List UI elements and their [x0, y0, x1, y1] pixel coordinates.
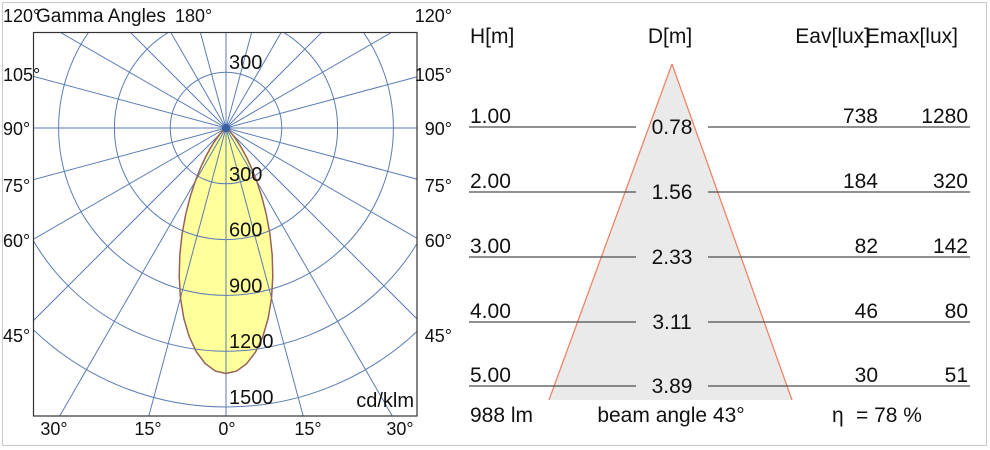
luminous-flux-value: 988 lm [470, 404, 533, 427]
radial-tick-label: 1200 [229, 331, 274, 353]
cone-table-row: 3.00 2.33 82 142 [469, 235, 970, 269]
emax-value: 51 [945, 364, 968, 387]
gamma-label-bottom: 15° [294, 419, 321, 439]
beam-diameter-value: 3.11 [652, 311, 691, 334]
beam-diameter-value: 1.56 [652, 181, 693, 204]
polar-title: Gamma Angles [36, 6, 166, 27]
mounting-height-value: 2.00 [470, 170, 511, 193]
polar-diagram: Gamma Angles 180° 120° 120° 105° 105° 90° 90°… [3, 6, 452, 439]
beam-angle-value: beam angle 43° [597, 404, 744, 427]
gamma-label-left: 75° [3, 176, 30, 196]
radial-tick-label: 1500 [229, 387, 274, 409]
emax-value: 142 [933, 235, 968, 258]
polar-ray [225, 127, 417, 239]
gamma-label-right: 105° [415, 65, 452, 85]
gamma-label-right: 45° [425, 326, 452, 346]
column-header-eav: Eav[lux] [795, 25, 870, 48]
emax-value: 1280 [921, 105, 968, 128]
beam-cone-right-edge [671, 63, 793, 401]
polar-ray [225, 127, 417, 320]
cone-diagram: H[m] D[m] Eav[lux] Emax[lux] 1.00 0.78 738… [469, 25, 970, 427]
radial-tick-label: 600 [229, 220, 262, 242]
polar-ray [33, 75, 227, 129]
cone-table-row: 2.00 1.56 184 320 [469, 170, 970, 204]
polar-ray [33, 127, 227, 240]
beam-cone-shape [549, 64, 792, 400]
gamma-label-left: 45° [3, 326, 30, 346]
eav-value: 184 [843, 170, 878, 193]
polar-center-dot [222, 124, 230, 132]
gamma-label-bottom: 15° [134, 419, 161, 439]
column-header-d: D[m] [648, 25, 692, 48]
polar-ray [170, 32, 227, 129]
cone-table-rows: 1.00 0.78 738 1280 2.00 1.56 184 320 3.00 2.33 82 1… [469, 105, 970, 398]
radial-tick-label-upper: 300 [229, 52, 262, 74]
cone-table-row: 5.00 3.89 30 51 [469, 364, 970, 398]
eav-value: 82 [855, 235, 878, 258]
column-header-emax: Emax[lux] [866, 25, 958, 48]
polar-ray [59, 127, 227, 416]
efficiency-value: = 78 % [856, 404, 922, 427]
radial-tick-labels: 300 600 900 1200 1500 300 [229, 52, 274, 409]
mounting-height-value: 3.00 [470, 235, 511, 258]
eav-value: 46 [855, 300, 878, 323]
polar-ray [199, 32, 227, 129]
mounting-height-value: 1.00 [470, 105, 511, 128]
eav-value: 738 [843, 105, 878, 128]
polar-ray [225, 127, 417, 180]
polar-ray [129, 32, 227, 129]
polar-ray [225, 32, 253, 129]
unit-label: cd/klm [356, 390, 414, 412]
beam-diameter-value: 2.33 [652, 246, 693, 269]
intensity-curve [178, 127, 274, 375]
mounting-height-value: 5.00 [470, 364, 511, 387]
polar-ray [59, 32, 227, 129]
gamma-label-left: 90° [3, 119, 30, 139]
gamma-angle-labels: 120° 120° 105° 105° 90° 90° 75° 75° 60° 60° 45° 45° [3, 6, 452, 346]
emax-value: 80 [945, 300, 968, 323]
polar-ray [225, 32, 323, 129]
gamma-label-right: 60° [425, 231, 452, 251]
polar-ray [225, 32, 282, 129]
cone-table-row: 4.00 3.11 46 80 [469, 300, 970, 334]
eav-value: 30 [855, 364, 878, 387]
gamma-angle-bottom-labels: 30° 15° 0° 15° 30° [40, 419, 413, 439]
polar-ray [33, 127, 227, 322]
efficiency-symbol: η [832, 404, 844, 427]
gamma-label-bottom: 30° [386, 419, 413, 439]
gamma-label-bottom: 30° [40, 419, 67, 439]
polar-ray [33, 127, 227, 181]
gamma-label-right: 75° [425, 176, 452, 196]
polar-top-angle-label: 180° [175, 6, 212, 26]
polar-ray [148, 127, 227, 416]
gamma-label-left: 120° [3, 6, 40, 26]
polar-ray [225, 76, 417, 129]
polar-plot-border [32, 31, 418, 417]
beam-cone-left-edge [548, 63, 673, 401]
beam-diameter-value: 0.78 [652, 116, 693, 139]
column-header-h: H[m] [470, 25, 514, 48]
polar-ray [225, 127, 393, 416]
polar-ray [225, 127, 304, 416]
gamma-label-bottom: 0° [218, 419, 235, 439]
radial-tick-label: 300 [229, 164, 262, 186]
emax-value: 320 [933, 170, 968, 193]
polar-ray [225, 32, 393, 129]
mounting-height-value: 4.00 [470, 300, 511, 323]
gamma-label-right: 120° [415, 6, 452, 26]
gamma-label-right: 90° [425, 119, 452, 139]
cone-table-row: 1.00 0.78 738 1280 [469, 105, 970, 139]
polar-grid [33, 32, 417, 416]
gamma-label-left: 60° [3, 231, 30, 251]
beam-diameter-value: 3.89 [652, 375, 693, 398]
gamma-label-left: 105° [3, 65, 40, 85]
radial-tick-label: 900 [229, 275, 262, 297]
